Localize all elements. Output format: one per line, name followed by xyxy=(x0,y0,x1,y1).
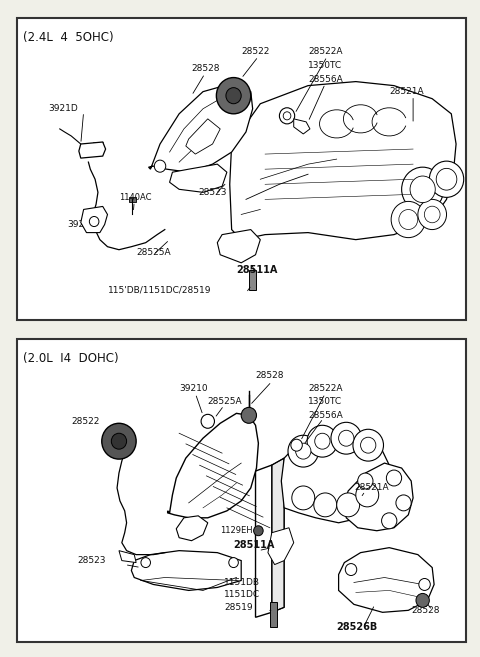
Circle shape xyxy=(419,579,430,591)
Circle shape xyxy=(201,415,215,428)
Text: 1350TC: 1350TC xyxy=(308,397,342,406)
Circle shape xyxy=(307,425,337,457)
Text: 28522: 28522 xyxy=(71,417,99,426)
Text: 115'DB/1151DC/28519: 115'DB/1151DC/28519 xyxy=(108,286,211,294)
Circle shape xyxy=(358,473,373,489)
Polygon shape xyxy=(119,551,136,562)
Circle shape xyxy=(429,161,464,197)
Circle shape xyxy=(436,168,457,190)
Text: 28511A: 28511A xyxy=(237,265,278,275)
Circle shape xyxy=(226,87,241,104)
Circle shape xyxy=(292,486,315,510)
Text: 28528: 28528 xyxy=(192,64,220,73)
Polygon shape xyxy=(129,197,136,202)
Circle shape xyxy=(382,513,397,529)
Circle shape xyxy=(356,483,379,507)
Circle shape xyxy=(402,167,444,212)
Text: 1140AC: 1140AC xyxy=(119,193,152,202)
Text: 28523: 28523 xyxy=(198,188,227,197)
Polygon shape xyxy=(17,18,466,320)
Text: 28523: 28523 xyxy=(77,556,106,565)
Circle shape xyxy=(360,437,376,453)
Circle shape xyxy=(111,433,127,449)
Circle shape xyxy=(216,78,251,114)
Circle shape xyxy=(283,112,291,120)
Polygon shape xyxy=(230,81,456,240)
Text: 28525A: 28525A xyxy=(208,397,242,406)
Text: 28556A: 28556A xyxy=(308,411,343,420)
Text: 28522A: 28522A xyxy=(308,47,343,56)
Polygon shape xyxy=(186,119,220,154)
Polygon shape xyxy=(281,428,389,523)
Circle shape xyxy=(102,423,136,459)
Text: 1129EH: 1129EH xyxy=(220,526,253,535)
Circle shape xyxy=(154,160,166,172)
Circle shape xyxy=(391,202,425,238)
Text: 28511A: 28511A xyxy=(234,539,275,550)
Circle shape xyxy=(399,210,418,229)
Text: 39210: 39210 xyxy=(179,384,208,393)
Circle shape xyxy=(418,199,446,229)
Polygon shape xyxy=(338,548,434,612)
Polygon shape xyxy=(132,551,241,591)
Circle shape xyxy=(315,433,330,449)
Text: 28522A: 28522A xyxy=(308,384,343,393)
Circle shape xyxy=(141,558,150,568)
Text: 28528: 28528 xyxy=(255,371,284,380)
Circle shape xyxy=(338,430,354,446)
Polygon shape xyxy=(17,339,466,642)
Circle shape xyxy=(331,422,361,454)
Circle shape xyxy=(424,206,440,223)
Circle shape xyxy=(288,435,319,467)
Circle shape xyxy=(229,558,239,568)
Circle shape xyxy=(291,440,302,451)
Circle shape xyxy=(314,493,336,517)
Circle shape xyxy=(279,108,295,124)
Circle shape xyxy=(336,493,360,517)
Text: 28521A: 28521A xyxy=(389,87,424,96)
Circle shape xyxy=(386,470,402,486)
Polygon shape xyxy=(168,413,258,518)
Text: 1151DB: 1151DB xyxy=(224,578,260,587)
Polygon shape xyxy=(169,164,227,193)
Text: 28522: 28522 xyxy=(241,47,270,56)
Text: 28528: 28528 xyxy=(411,606,440,615)
Polygon shape xyxy=(268,528,294,564)
Text: 39280: 39280 xyxy=(67,220,96,229)
Polygon shape xyxy=(217,229,260,263)
Text: 28526B: 28526B xyxy=(336,622,378,632)
Polygon shape xyxy=(270,602,277,627)
Circle shape xyxy=(296,443,311,459)
Text: (2.0L  I4  DOHC): (2.0L I4 DOHC) xyxy=(24,351,119,365)
Circle shape xyxy=(416,593,429,607)
Polygon shape xyxy=(294,119,310,134)
Text: 1350TC: 1350TC xyxy=(308,61,342,70)
Circle shape xyxy=(241,407,256,423)
Text: 28521A: 28521A xyxy=(354,484,388,493)
Polygon shape xyxy=(149,83,252,172)
Polygon shape xyxy=(79,142,106,158)
Text: 1151DC: 1151DC xyxy=(224,590,260,599)
Circle shape xyxy=(345,564,357,576)
Text: (2.4L  4  5OHC): (2.4L 4 5OHC) xyxy=(24,32,114,44)
Text: 28556A: 28556A xyxy=(308,75,343,84)
Polygon shape xyxy=(255,465,272,618)
Circle shape xyxy=(89,217,99,227)
Text: 3921D: 3921D xyxy=(48,104,78,113)
Polygon shape xyxy=(344,463,413,531)
Text: 28519: 28519 xyxy=(224,603,252,612)
Circle shape xyxy=(396,495,411,511)
Polygon shape xyxy=(249,270,255,290)
Polygon shape xyxy=(176,516,208,541)
Polygon shape xyxy=(272,458,284,612)
Circle shape xyxy=(410,176,435,202)
Circle shape xyxy=(253,526,263,535)
Polygon shape xyxy=(81,206,108,233)
Text: 28525A: 28525A xyxy=(136,248,171,258)
Circle shape xyxy=(353,429,384,461)
